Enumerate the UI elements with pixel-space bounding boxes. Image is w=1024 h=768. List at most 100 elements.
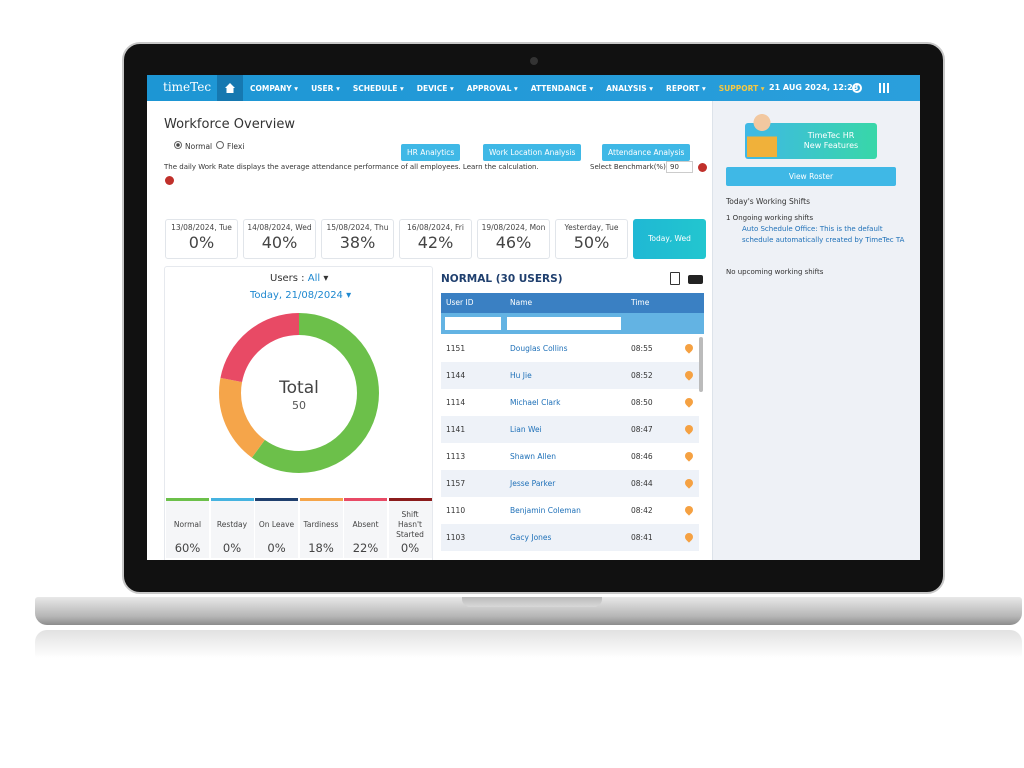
status-name: On Leave [258,520,295,529]
donut-chart [219,313,379,473]
table-row[interactable]: 1114 Michael Clark 08:50 [441,389,699,416]
apps-icon[interactable] [879,83,889,93]
day-card[interactable]: 15/08/2024, Thu 38% [321,219,394,259]
table-filter-row [441,313,704,334]
table-cell: 1144 [446,371,466,380]
table-cell: Benjamin Coleman [510,506,581,515]
profile-icon[interactable] [852,83,862,93]
status-value: 0% [267,541,286,555]
status-value: 18% [308,541,334,555]
day-rate: 38% [339,233,376,252]
export-icon[interactable] [670,272,680,285]
menu-item[interactable]: REPORT [666,84,706,93]
location-pin[interactable] [683,504,695,516]
table-cell: 1103 [446,533,466,542]
table-cell: 08:52 [631,371,653,380]
status-value: 0% [222,541,242,555]
mode-label: Flexi [227,142,245,151]
attendance-analysis-button[interactable]: Attendance Analysis [602,144,691,161]
table-cell: 1157 [446,479,466,488]
shift-item[interactable]: Auto Schedule Office: This is the defaul… [742,225,905,244]
users-filter[interactable]: Users : All ▾ [270,273,329,284]
mode-label: Normal [185,142,213,151]
location-pin[interactable] [683,342,695,354]
location-pin[interactable] [683,477,695,489]
date-value: Today, 21/08/2024 [250,290,343,301]
status-card: Tardiness 18% [299,498,343,558]
location-pin[interactable] [683,531,695,543]
description: The daily Work Rate displays the average… [164,163,539,171]
table-cell: 1110 [446,506,466,515]
location-pin[interactable] [683,450,695,462]
day-card[interactable]: 16/08/2024, Fri 42% [399,219,472,259]
logo[interactable]: timeTec [163,80,212,94]
day-card[interactable]: 19/08/2024, Mon 46% [477,219,550,259]
scrollbar[interactable] [699,337,703,392]
table-cell: Gacy Jones [510,533,552,542]
day-card[interactable]: Today, Wed [633,219,706,259]
benchmark-select[interactable]: 90 [666,161,693,173]
day-date: 19/08/2024, Mon [481,223,546,232]
promo-illustration [747,111,777,157]
location-pin[interactable] [683,423,695,435]
view-roster-button[interactable]: View Roster [726,167,896,186]
table-cell: 1141 [446,425,466,434]
menu-item[interactable]: DEVICE [417,84,454,93]
status-card: Absent 22% [344,498,387,558]
mode-normal[interactable]: Normal [174,141,212,151]
menu-item[interactable]: ATTENDANCE [531,84,593,93]
navbar: timeTec COMPANY USER SCHEDULE DEVICE APPROVA… [147,75,920,101]
day-date: Today, Wed [648,234,691,243]
table-row[interactable]: 1103 Gacy Jones 08:41 [441,524,699,551]
day-rate: 50% [573,233,610,252]
benchmark-label: Select Benchmark(%) [590,163,666,171]
day-date: Yesterday, Tue [564,223,619,232]
home-icon [225,83,235,93]
status-card: Shift Hasn't Started 0% [388,498,432,558]
hr-analytics-button[interactable]: HR Analytics [401,144,461,161]
table-row[interactable]: 1157 Jesse Parker 08:44 [441,470,699,497]
date-filter[interactable]: Today, 21/08/2024 ▾ [250,290,352,301]
status-card: On Leave 0% [255,498,298,558]
table-cell: 08:46 [631,452,653,461]
donut-segment [219,313,379,473]
day-card[interactable]: 14/08/2024, Wed 40% [243,219,316,259]
print-icon[interactable] [688,275,703,284]
work-location-button[interactable]: Work Location Analysis [483,144,582,161]
table-title: NORMAL (30 USERS) [441,273,563,285]
promo-line: TimeTec HR [807,131,855,140]
status-name: Absent [352,520,379,529]
menu-item[interactable]: USER [311,84,340,93]
menu-item[interactable]: SCHEDULE [353,84,404,93]
filter-input[interactable] [445,317,501,330]
menu-item[interactable]: APPROVAL [467,84,518,93]
mode-flexi[interactable]: Flexi [216,141,244,151]
filter-input[interactable] [507,317,621,330]
day-date: 16/08/2024, Fri [407,223,464,232]
home-button[interactable] [217,75,243,101]
menu-item[interactable]: ANALYSIS [606,84,653,93]
help-icon[interactable] [165,176,174,185]
table-cell: 1114 [446,398,466,407]
table-row[interactable]: 1113 Shawn Allen 08:46 [441,443,699,470]
menu-item[interactable]: SUPPORT [719,84,765,93]
day-card[interactable]: Yesterday, Tue 50% [555,219,628,259]
table-row[interactable]: 1110 Benjamin Coleman 08:42 [441,497,699,524]
table-row[interactable]: 1141 Lian Wei 08:47 [441,416,699,443]
status-value: 22% [352,541,379,555]
page-title: Workforce Overview [164,117,295,132]
help-icon[interactable] [698,163,707,172]
table-row[interactable]: 1144 Hu Jie 08:52 [441,362,699,389]
location-pin[interactable] [683,396,695,408]
day-rate: 46% [495,233,532,252]
table-cell: 08:42 [631,506,653,515]
table-cell: Hu Jie [510,371,532,380]
day-card[interactable]: 13/08/2024, Tue 0% [165,219,238,259]
laptop-reflection [35,630,1022,658]
location-pin[interactable] [683,369,695,381]
day-rate: 42% [417,233,454,252]
status-value: 60% [174,541,201,555]
menu-item[interactable]: COMPANY [250,84,298,93]
table-row[interactable]: 1151 Douglas Collins 08:55 [441,335,699,362]
